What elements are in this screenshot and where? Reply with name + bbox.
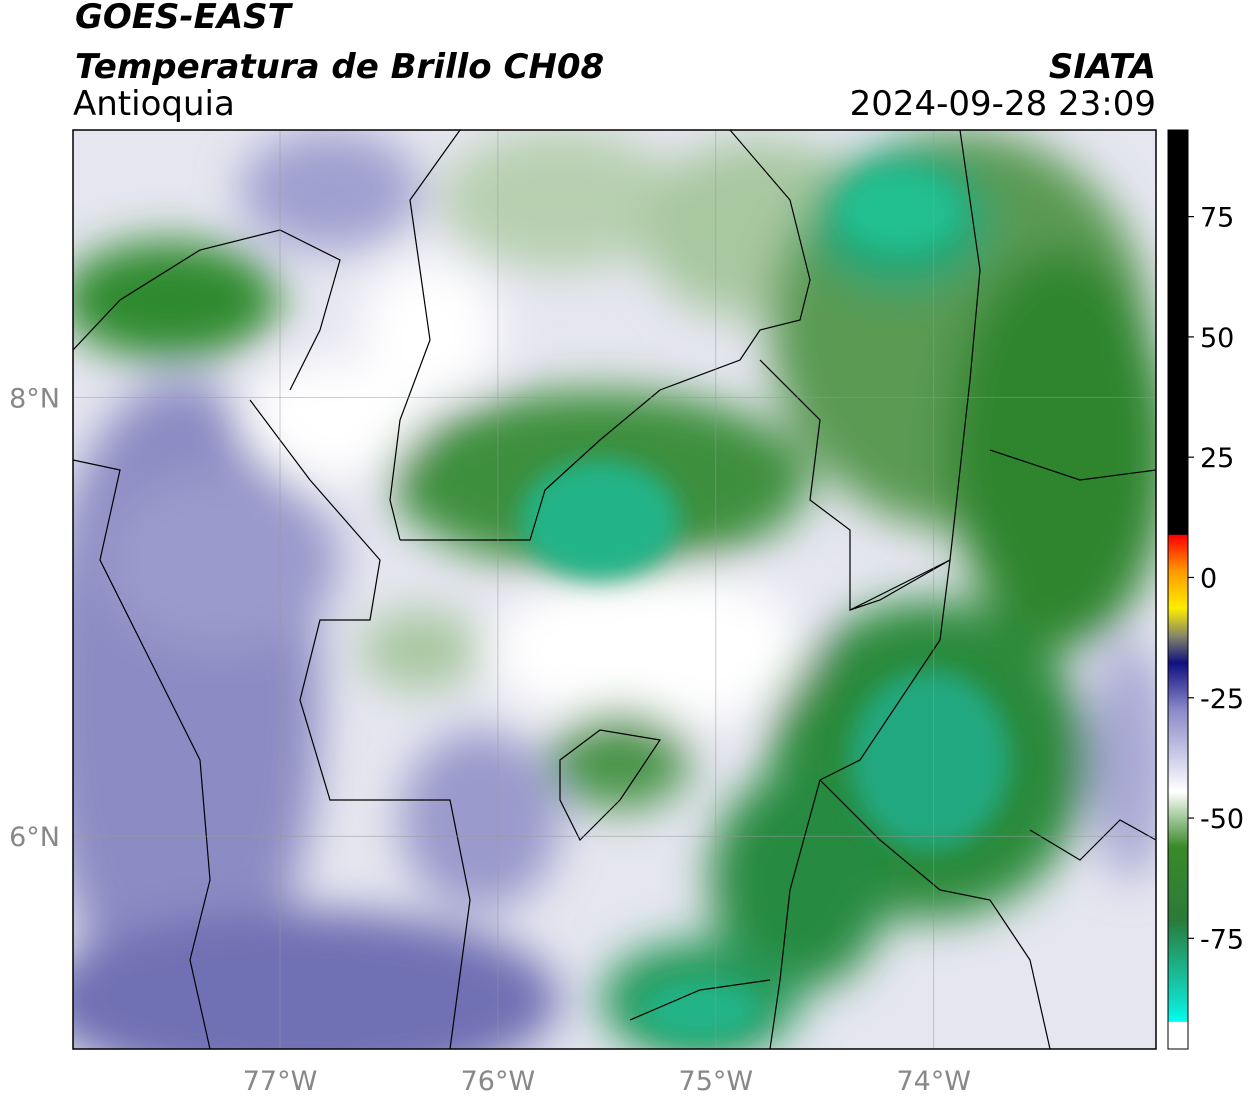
- x-tick-label: 74°W: [896, 1066, 971, 1097]
- agency: SIATA: [1049, 47, 1156, 87]
- product: Temperatura de Brillo CH08: [75, 47, 604, 87]
- colorbar-tick-label: 75: [1200, 203, 1234, 234]
- colorbar-tick-label: -50: [1200, 804, 1244, 835]
- colorbar-tick-label: -75: [1200, 924, 1244, 955]
- y-tick-label: 6°N: [9, 822, 60, 853]
- map-frame: [72, 129, 1157, 1050]
- boundaries: [73, 130, 1156, 1049]
- colorbar: [1167, 129, 1189, 1050]
- colorbar-tick-label: 0: [1200, 563, 1217, 594]
- colorbar-tick-label: 25: [1200, 443, 1234, 474]
- x-tick-label: 77°W: [243, 1066, 318, 1097]
- y-tick-label: 8°N: [9, 384, 60, 415]
- graticule: [73, 130, 1156, 1049]
- x-tick-label: 75°W: [679, 1066, 754, 1097]
- colorbar-tick-label: 50: [1200, 323, 1234, 354]
- colorbar-tick-label: -25: [1200, 684, 1244, 715]
- datetime: 2024-09-28 23:09: [850, 84, 1156, 124]
- satellite: GOES-EAST: [75, 0, 294, 37]
- x-tick-label: 76°W: [461, 1066, 536, 1097]
- satellite-image: [73, 130, 1156, 1049]
- region: Antioquia: [73, 84, 235, 124]
